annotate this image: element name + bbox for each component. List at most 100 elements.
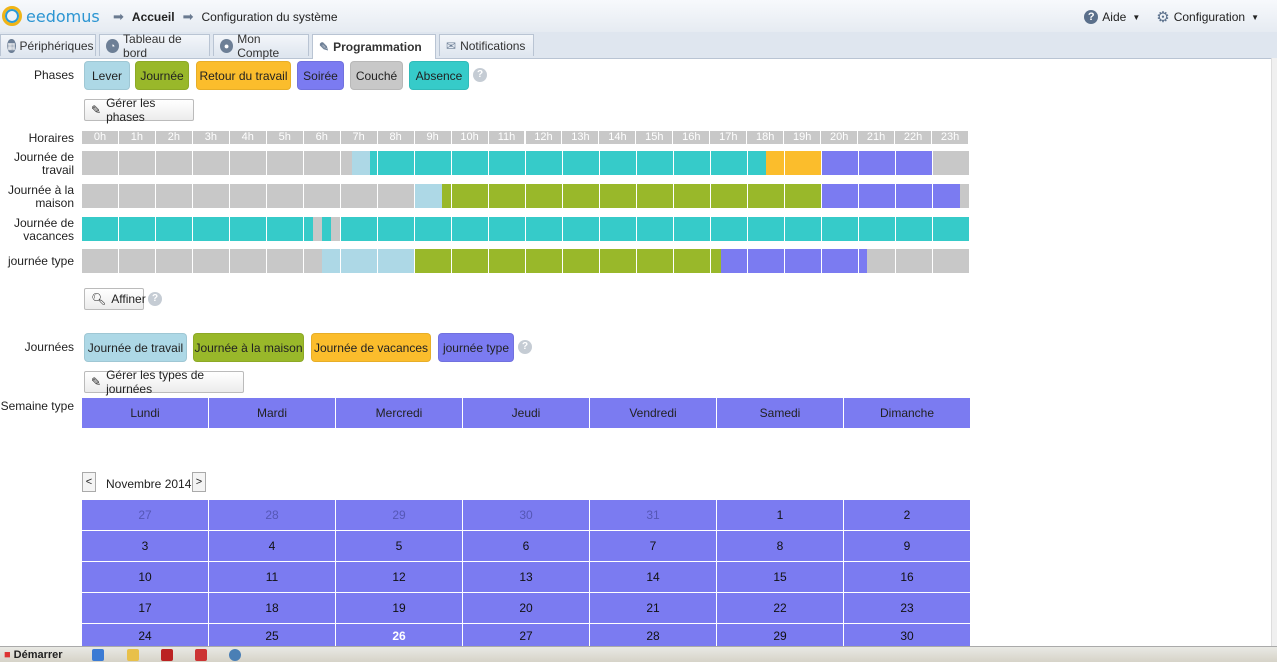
calendar-day[interactable]: 30 bbox=[844, 624, 971, 648]
schedule-segment[interactable] bbox=[414, 249, 722, 273]
manage-day-types-button[interactable]: ✎ Gérer les types de journées bbox=[84, 368, 244, 396]
hour-divider bbox=[672, 217, 674, 241]
calendar-day[interactable]: 20 bbox=[463, 593, 590, 624]
schedule-segment[interactable] bbox=[82, 184, 415, 208]
day-type-chip[interactable]: Journée à la maison bbox=[193, 333, 304, 362]
calendar-day[interactable]: 19 bbox=[336, 593, 463, 624]
breadcrumb-home[interactable]: Accueil bbox=[131, 10, 175, 24]
calendar-day[interactable]: 2 bbox=[844, 500, 971, 531]
scrollbar[interactable] bbox=[1271, 58, 1277, 646]
schedule-segment[interactable] bbox=[932, 151, 969, 175]
week-day-cell[interactable]: Jeudi bbox=[463, 398, 590, 428]
calendar-day[interactable]: 25 bbox=[209, 624, 336, 648]
calendar-day[interactable]: 27 bbox=[82, 500, 209, 531]
calendar-day[interactable]: 28 bbox=[590, 624, 717, 648]
app-icon-3[interactable] bbox=[229, 649, 241, 661]
schedule-segment[interactable] bbox=[312, 217, 323, 241]
calendar-day[interactable]: 16 bbox=[844, 562, 971, 593]
calendar-day[interactable]: 14 bbox=[590, 562, 717, 593]
schedule-segment[interactable] bbox=[414, 184, 443, 208]
week-day-cell[interactable]: Vendredi bbox=[590, 398, 717, 428]
phases-help-icon[interactable]: ? bbox=[473, 68, 487, 82]
tab-tableau-de-bord[interactable]: ◔ Tableau de bord bbox=[99, 32, 210, 60]
schedule-segment[interactable] bbox=[82, 249, 323, 273]
app-icon-2[interactable] bbox=[195, 649, 207, 661]
week-day-cell[interactable]: Mardi bbox=[209, 398, 336, 428]
schedule-segment[interactable] bbox=[765, 151, 785, 175]
phase-chip[interactable]: Soirée bbox=[297, 61, 344, 90]
calendar-day[interactable]: 29 bbox=[336, 500, 463, 531]
schedule-segment[interactable] bbox=[959, 184, 969, 208]
calendar-day[interactable]: 13 bbox=[463, 562, 590, 593]
refine-help-icon[interactable]: ? bbox=[148, 292, 162, 306]
start-button[interactable]: ■ Démarrer bbox=[0, 648, 67, 662]
calendar-day[interactable]: 24 bbox=[82, 624, 209, 648]
calendar-day[interactable]: 12 bbox=[336, 562, 463, 593]
calendar-day[interactable]: 22 bbox=[717, 593, 844, 624]
schedule-segment[interactable] bbox=[442, 184, 822, 208]
week-day-cell[interactable]: Mercredi bbox=[336, 398, 463, 428]
hour-divider bbox=[192, 249, 194, 273]
refine-button[interactable]: 🔍︎ Affiner bbox=[84, 288, 146, 310]
calendar-day[interactable]: 6 bbox=[463, 531, 590, 562]
phase-chip[interactable]: Lever bbox=[84, 61, 130, 90]
tab-programmation[interactable]: ✎ Programmation bbox=[312, 34, 436, 59]
week-day-cell[interactable]: Lundi bbox=[82, 398, 209, 428]
day-type-chip[interactable]: Journée de vacances bbox=[311, 333, 431, 362]
logo[interactable]: eedomus bbox=[2, 6, 100, 26]
schedule-segment[interactable] bbox=[340, 217, 969, 241]
schedule-segment[interactable] bbox=[82, 151, 352, 175]
help-menu[interactable]: ? Aide ▼ bbox=[1084, 10, 1140, 24]
folder-icon[interactable] bbox=[127, 649, 139, 661]
schedule-segment[interactable] bbox=[82, 217, 313, 241]
day-type-chip[interactable]: journée type bbox=[438, 333, 514, 362]
week-day-cell[interactable]: Samedi bbox=[717, 398, 844, 428]
app-icon[interactable] bbox=[161, 649, 173, 661]
schedule-segment[interactable] bbox=[784, 151, 822, 175]
calendar-day[interactable]: 29 bbox=[717, 624, 844, 648]
calendar-day[interactable]: 17 bbox=[82, 593, 209, 624]
tab-notifications[interactable]: ✉ Notifications bbox=[439, 34, 534, 56]
calendar-day[interactable]: 8 bbox=[717, 531, 844, 562]
calendar-day[interactable]: 27 bbox=[463, 624, 590, 648]
prev-month-button[interactable]: < bbox=[82, 472, 96, 492]
calendar-day[interactable]: 18 bbox=[209, 593, 336, 624]
tab-mon-compte[interactable]: ● Mon Compte bbox=[213, 32, 309, 60]
next-month-button[interactable]: > bbox=[192, 472, 206, 492]
day-type-chip[interactable]: Journée de travail bbox=[84, 333, 187, 362]
calendar-day[interactable]: 28 bbox=[209, 500, 336, 531]
day-types-help-icon[interactable]: ? bbox=[518, 340, 532, 354]
schedule-segment[interactable] bbox=[867, 249, 969, 273]
schedule-segment[interactable] bbox=[821, 184, 960, 208]
calendar-day[interactable]: 10 bbox=[82, 562, 209, 593]
calendar-day[interactable]: 9 bbox=[844, 531, 971, 562]
schedule-segment[interactable] bbox=[351, 151, 371, 175]
config-menu[interactable]: ⚙ Configuration ▼ bbox=[1156, 8, 1259, 26]
schedule-segment[interactable] bbox=[721, 249, 868, 273]
calendar-day[interactable]: 4 bbox=[209, 531, 336, 562]
tab-peripheriques[interactable]: ▦ Périphériques bbox=[0, 34, 96, 56]
schedule-segment[interactable] bbox=[370, 151, 766, 175]
calendar-day[interactable]: 7 bbox=[590, 531, 717, 562]
calendar-day[interactable]: 3 bbox=[82, 531, 209, 562]
schedule-segment[interactable] bbox=[322, 217, 332, 241]
manage-phases-button[interactable]: ✎ Gérer les phases bbox=[84, 96, 194, 124]
calendar-day[interactable]: 31 bbox=[590, 500, 717, 531]
calendar-day[interactable]: 21 bbox=[590, 593, 717, 624]
calendar-day[interactable]: 1 bbox=[717, 500, 844, 531]
calendar-day[interactable]: 23 bbox=[844, 593, 971, 624]
calendar-day[interactable]: 26 bbox=[336, 624, 463, 648]
phase-chip[interactable]: Couché bbox=[350, 61, 403, 90]
calendar-day[interactable]: 15 bbox=[717, 562, 844, 593]
calendar-day[interactable]: 11 bbox=[209, 562, 336, 593]
schedule-segment[interactable] bbox=[821, 151, 933, 175]
schedule-segment[interactable] bbox=[331, 217, 341, 241]
phase-chip[interactable]: Absence bbox=[409, 61, 469, 90]
phase-chip[interactable]: Journée bbox=[135, 61, 189, 90]
schedule-segment[interactable] bbox=[322, 249, 415, 273]
week-day-cell[interactable]: Dimanche bbox=[844, 398, 971, 428]
calendar-day[interactable]: 30 bbox=[463, 500, 590, 531]
browser-icon[interactable] bbox=[92, 649, 104, 661]
phase-chip[interactable]: Retour du travail bbox=[196, 61, 291, 90]
calendar-day[interactable]: 5 bbox=[336, 531, 463, 562]
